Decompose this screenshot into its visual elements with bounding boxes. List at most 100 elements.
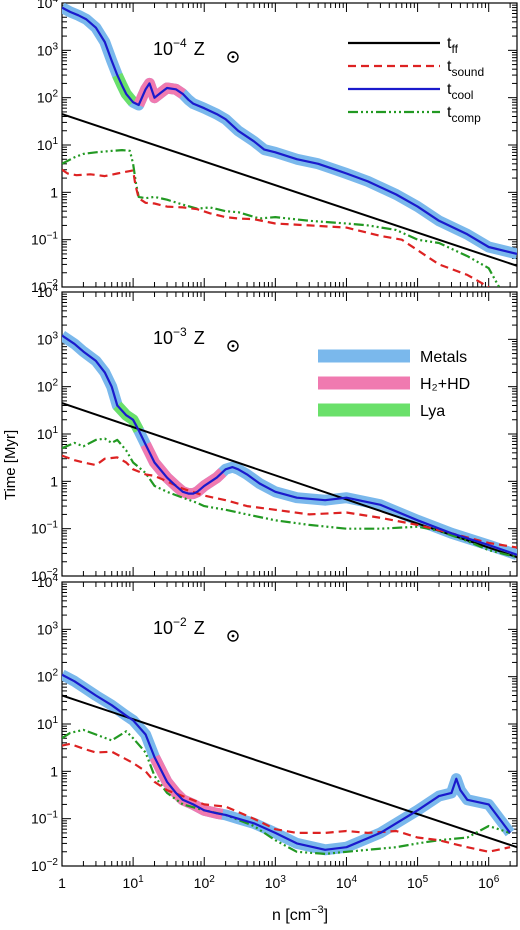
panel-label-exp: −2 xyxy=(173,615,187,629)
series-tff xyxy=(62,694,517,849)
x-tick-label-base: 10 xyxy=(123,875,139,891)
y-tick-label-base: 10 xyxy=(37,621,53,637)
y-tick-label-base: 10 xyxy=(31,279,47,295)
y-tick-label: 10−1 xyxy=(31,231,58,248)
y-tick-label-base: 1 xyxy=(50,184,58,200)
y-tick-label-exp: 2 xyxy=(52,89,58,100)
x-tick-label-exp: 5 xyxy=(423,874,429,885)
y-tick-label-base: 1 xyxy=(50,763,58,779)
y-tick-label-exp: −1 xyxy=(47,810,59,821)
y-tick-label-base: 10 xyxy=(37,0,53,11)
y-tick-label: 1 xyxy=(50,763,58,779)
panel-label-unit: Z xyxy=(194,618,205,638)
series-tcomp xyxy=(62,437,517,559)
y-tick-label: 10−2 xyxy=(31,278,58,295)
y-tick-label-base: 10 xyxy=(31,568,47,584)
y-tick-label-exp: 1 xyxy=(52,715,58,726)
x-tick-label-exp: 3 xyxy=(280,874,286,885)
panel-label: 10−4 Z xyxy=(153,36,205,59)
y-tick-label-base: 10 xyxy=(31,811,47,827)
sun-symbol-dot xyxy=(231,344,235,348)
series-tcool xyxy=(62,673,511,851)
x-tick-label-exp: 6 xyxy=(494,874,500,885)
x-tick-label: 106 xyxy=(478,874,500,891)
y-axis-title: Time [Myr] xyxy=(2,430,19,500)
y-tick-label-base: 10 xyxy=(37,42,53,58)
y-tick-label-base: 10 xyxy=(31,232,47,248)
y-tick-label-base: 10 xyxy=(37,284,53,300)
y-tick-label-base: 10 xyxy=(37,331,53,347)
x-axis-title-base: n [cm xyxy=(272,907,311,924)
y-tick-label-base: 10 xyxy=(37,137,53,153)
x-axis-title: n [cm−3] xyxy=(272,904,328,924)
x-axis-title-end: ] xyxy=(324,907,328,924)
panel-label-exp: −4 xyxy=(173,36,187,50)
panel-label: 10−2 Z xyxy=(153,615,205,638)
legend-label-sub: comp xyxy=(451,111,481,125)
y-tick-label: 101 xyxy=(37,425,59,442)
y-tick-label: 101 xyxy=(37,715,59,732)
y-tick-label: 104 xyxy=(37,573,59,590)
legend-label-sound: tsound xyxy=(447,58,484,79)
x-tick-label: 103 xyxy=(265,874,287,891)
x-tick-label: 101 xyxy=(123,874,145,891)
y-tick-label-exp: −1 xyxy=(47,520,59,531)
legend-band-label: H₂+HD xyxy=(420,376,470,393)
sun-symbol-dot xyxy=(231,634,235,638)
y-axis-title-text: Time [Myr] xyxy=(2,430,19,500)
y-tick-label: 10−2 xyxy=(31,857,58,874)
legend-bands: Metals H₂+HD Lya xyxy=(318,349,470,420)
y-tick-label: 103 xyxy=(37,620,59,637)
x-tick-label: 1 xyxy=(58,875,66,891)
x-tick-label: 105 xyxy=(407,874,429,891)
series-tsound xyxy=(62,454,517,549)
panel-1: 10−210−1110110210310410−4Ztfftsoundtcool… xyxy=(31,0,518,295)
axis-ticks xyxy=(61,581,517,867)
x-tick-label-exp: 1 xyxy=(138,874,144,885)
y-tick-label-base: 10 xyxy=(37,90,53,106)
x-tick-label-base: 10 xyxy=(407,875,423,891)
series-tsound xyxy=(62,168,490,287)
y-tick-label-exp: 1 xyxy=(52,425,58,436)
y-tick-label-exp: 3 xyxy=(52,330,58,341)
legend-label-sub: cool xyxy=(451,88,473,102)
y-tick-label-exp: −2 xyxy=(47,857,59,868)
panel-label: 10−3 Z xyxy=(153,325,205,348)
y-tick-label-base: 1 xyxy=(50,473,58,489)
legend-label-base: t xyxy=(447,58,452,75)
legend-label-base: t xyxy=(447,35,452,52)
panels: 10−210−1110110210310410−4Ztfftsoundtcool… xyxy=(31,0,518,891)
y-tick-label-exp: 1 xyxy=(52,136,58,147)
y-tick-label: 104 xyxy=(37,0,59,11)
legend-label-sub: ff xyxy=(451,42,458,56)
y-tick-label: 10−1 xyxy=(31,810,58,827)
y-tick-label-exp: 4 xyxy=(52,283,58,294)
y-tick-label: 102 xyxy=(37,668,59,685)
y-tick-label-exp: −2 xyxy=(47,278,59,289)
sun-symbol-icon xyxy=(227,51,239,63)
x-tick-label-base: 10 xyxy=(478,875,494,891)
y-tick-label: 103 xyxy=(37,41,59,58)
y-tick-label-exp: −1 xyxy=(47,231,59,242)
x-tick-label-exp: 2 xyxy=(209,874,215,885)
panel-label-unit: Z xyxy=(194,328,205,348)
legend-label-base: t xyxy=(447,104,452,121)
y-tick-label: 102 xyxy=(37,89,59,106)
y-tick-label-base: 10 xyxy=(37,426,53,442)
y-tick-label: 101 xyxy=(37,136,59,153)
panel-label-unit: Z xyxy=(194,39,205,59)
y-tick-label-base: 10 xyxy=(37,669,53,685)
sun-symbol-dot xyxy=(231,55,235,59)
x-tick-label-exp: 4 xyxy=(351,874,357,885)
legend-label-sub: sound xyxy=(451,65,484,79)
y-tick-label-exp: 3 xyxy=(52,620,58,631)
legend-label-comp: tcomp xyxy=(447,104,481,125)
y-tick-label: 10−2 xyxy=(31,567,58,584)
legend-band-label: Lya xyxy=(420,403,445,420)
x-tick-label-base: 10 xyxy=(265,875,281,891)
axis-ticks xyxy=(61,291,517,577)
y-tick-label: 104 xyxy=(37,283,59,300)
